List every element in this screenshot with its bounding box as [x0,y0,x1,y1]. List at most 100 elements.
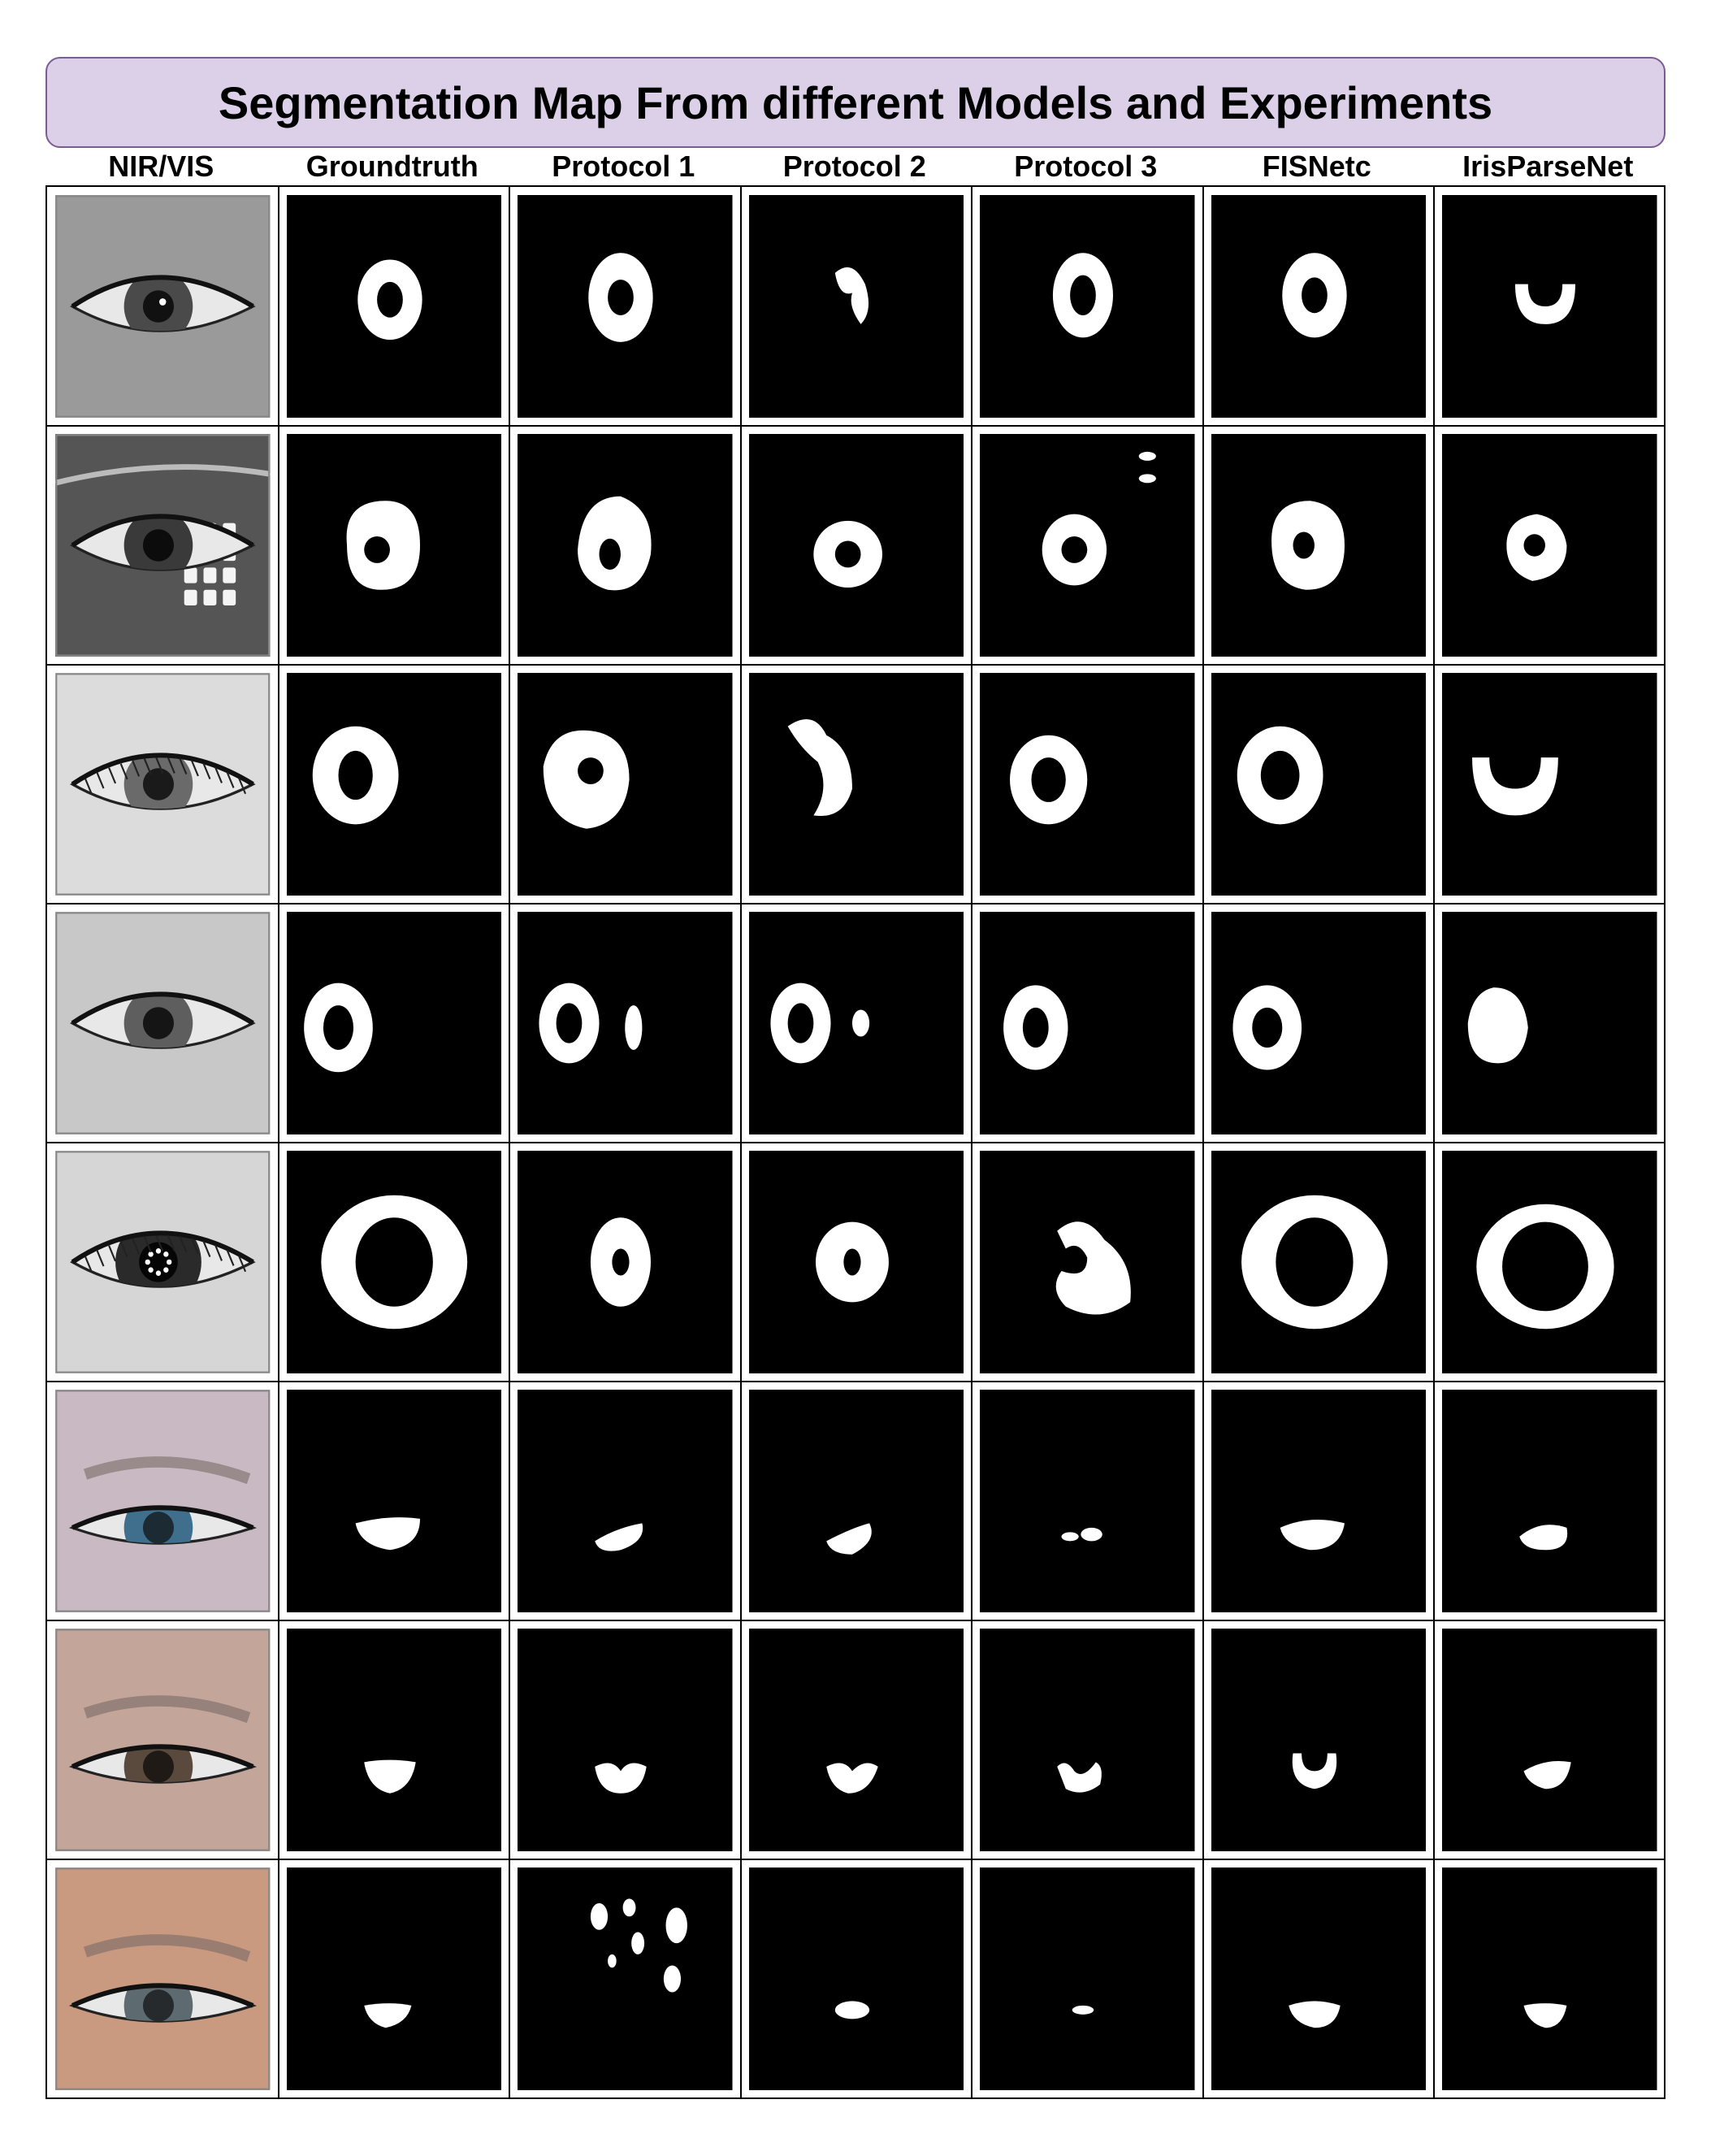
segmentation-mask-r6-irisparsenet [1442,1390,1657,1612]
mask-canvas [518,673,733,896]
grid-divider [47,903,1664,904]
segmentation-mask-r3-protocol-3 [980,673,1195,896]
image-border [55,1151,271,1373]
ring-light-reflection [155,1270,162,1276]
mask-background [980,1868,1195,2090]
image-border [55,673,271,896]
mask-canvas [980,1629,1195,1851]
grid-divider [47,1859,1664,1860]
image-border [55,912,271,1134]
grid-divider [47,425,1664,427]
header-irisparsenet: IrisParseNet [1462,150,1634,183]
mask-background [518,195,733,418]
segmentation-mask-r8-protocol-2 [748,1868,964,2090]
mask-fragment [1138,474,1156,484]
mask-background [1442,1629,1657,1851]
mask-canvas [748,434,964,657]
mask-canvas [518,1629,733,1851]
iris-mask [1292,1753,1336,1789]
mask-canvas [1211,1629,1426,1851]
image-border [55,1629,271,1851]
upper-eyelid [71,514,254,548]
segmentation-mask-r1-protocol-2 [748,195,964,418]
eye-photo [55,434,271,657]
header-groundtruth: Groundtruth [305,150,479,183]
iris-mask [825,1763,878,1794]
iris-mask [355,1517,420,1551]
eyebrow [83,1456,251,1485]
title-banner: Segmentation Map From different Models a… [45,57,1666,148]
iris-mask [1523,1761,1571,1789]
iris-mask [1472,757,1558,816]
segmentation-mask-r4-groundtruth [286,912,501,1134]
mask-background [286,1629,501,1851]
skin-region [55,1868,271,2090]
eye-image-r2-source [55,434,271,657]
iris-mask [1057,1762,1102,1793]
mask-canvas [518,912,733,1134]
mask-canvas [980,1868,1195,2090]
iris-mask [543,730,630,829]
mask-canvas [748,1151,964,1373]
mask-canvas [748,195,964,418]
iris-mask [812,520,882,588]
mask-canvas [518,1390,733,1612]
mask-canvas [980,1151,1195,1373]
pupil [142,529,175,562]
segmentation-mask-r4-protocol-1 [518,912,733,1134]
ring-light-reflection [163,1267,169,1273]
iris-mask [346,501,420,590]
mask-background [518,1629,733,1851]
header-protocol-3: Protocol 3 [1014,150,1158,183]
mask-canvas [518,434,733,657]
ring-light-reflection [148,1252,154,1257]
skin-region [55,1629,271,1851]
iris-mask [1232,985,1302,1070]
iris-mask [1281,253,1347,338]
figure-title: Segmentation Map From different Models a… [218,76,1493,128]
segmentation-mask-r5-protocol-1 [518,1151,733,1373]
mask-fragment [590,1902,609,1930]
segmentation-mask-r7-protocol-1 [518,1629,733,1851]
mask-canvas [1211,1868,1426,2090]
segmentation-mask-r8-protocol-1 [518,1868,733,2090]
grid-divider [47,1381,1664,1382]
mask-canvas [748,912,964,1134]
iris-mask [595,1523,643,1551]
iris-mask [1506,514,1567,581]
header-protocol-1: Protocol 1 [552,150,695,183]
segmentation-mask-r5-fisnetc [1211,1151,1426,1373]
mask-canvas [1442,1151,1657,1373]
eye-photo [55,1868,271,2090]
pupil [142,290,175,323]
mask-canvas [286,673,501,896]
segmentation-mask-r7-protocol-3 [980,1629,1195,1851]
ring-light-reflection [148,1267,154,1273]
segmentation-mask-r5-groundtruth [286,1151,501,1373]
mask-canvas [286,434,501,657]
specular-highlight [159,298,167,306]
mask-background [1211,195,1426,418]
image-border [55,434,271,657]
segmentation-mask-r8-irisparsenet [1442,1868,1657,2090]
mask-fragment [608,1954,617,1968]
eye-photo [55,1151,271,1373]
segmentation-mask-r5-irisparsenet [1442,1151,1657,1373]
mask-canvas [518,195,733,418]
mask-canvas [286,195,501,418]
mask-canvas [1442,434,1657,657]
mask-canvas [980,912,1195,1134]
mask-background [286,1151,501,1373]
mask-fragment [631,1932,645,1954]
eye-image-r5-source [55,1151,271,1373]
eye-photo [55,673,271,896]
iris-mask [363,2003,411,2028]
iris-mask [312,726,399,825]
upper-eyelid [71,275,254,309]
mask-canvas [1211,912,1426,1134]
segmentation-mask-r1-protocol-1 [518,195,733,418]
mask-background [748,434,964,657]
pupil [142,1007,175,1039]
mask-canvas [286,1868,501,2090]
mask-canvas [1442,195,1657,418]
